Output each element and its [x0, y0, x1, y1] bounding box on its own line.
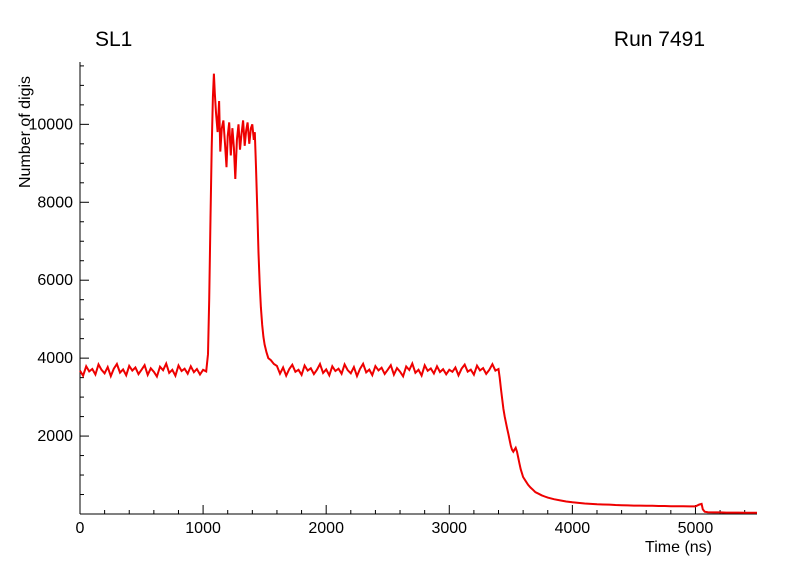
y-tick-label: 2000 — [37, 428, 73, 445]
x-tick-label: 3000 — [431, 520, 467, 537]
x-tick-label: 4000 — [555, 520, 591, 537]
x-tick-label: 2000 — [308, 520, 344, 537]
series-layer — [79, 73, 757, 514]
x-tick-label: 0 — [76, 520, 85, 537]
chart-title-left: SL1 — [95, 28, 132, 51]
x-tick-label: 1000 — [185, 520, 221, 537]
x-axis-label: Time (ns) — [645, 539, 712, 556]
x-tick-label: 5000 — [678, 520, 714, 537]
y-axis-label: Number of digis — [17, 76, 34, 188]
y-tick-label: 10000 — [29, 116, 74, 133]
y-tick-label: 8000 — [37, 194, 73, 211]
data-series-line — [79, 73, 757, 514]
axes-layer: 0 1000 2000 3000 4000 5000 2000 4000 6000 8000 100… — [29, 62, 757, 537]
chart-title-right: Run 7491 — [614, 28, 705, 51]
y-tick-label: 4000 — [37, 350, 73, 367]
y-tick-label: 6000 — [37, 272, 73, 289]
